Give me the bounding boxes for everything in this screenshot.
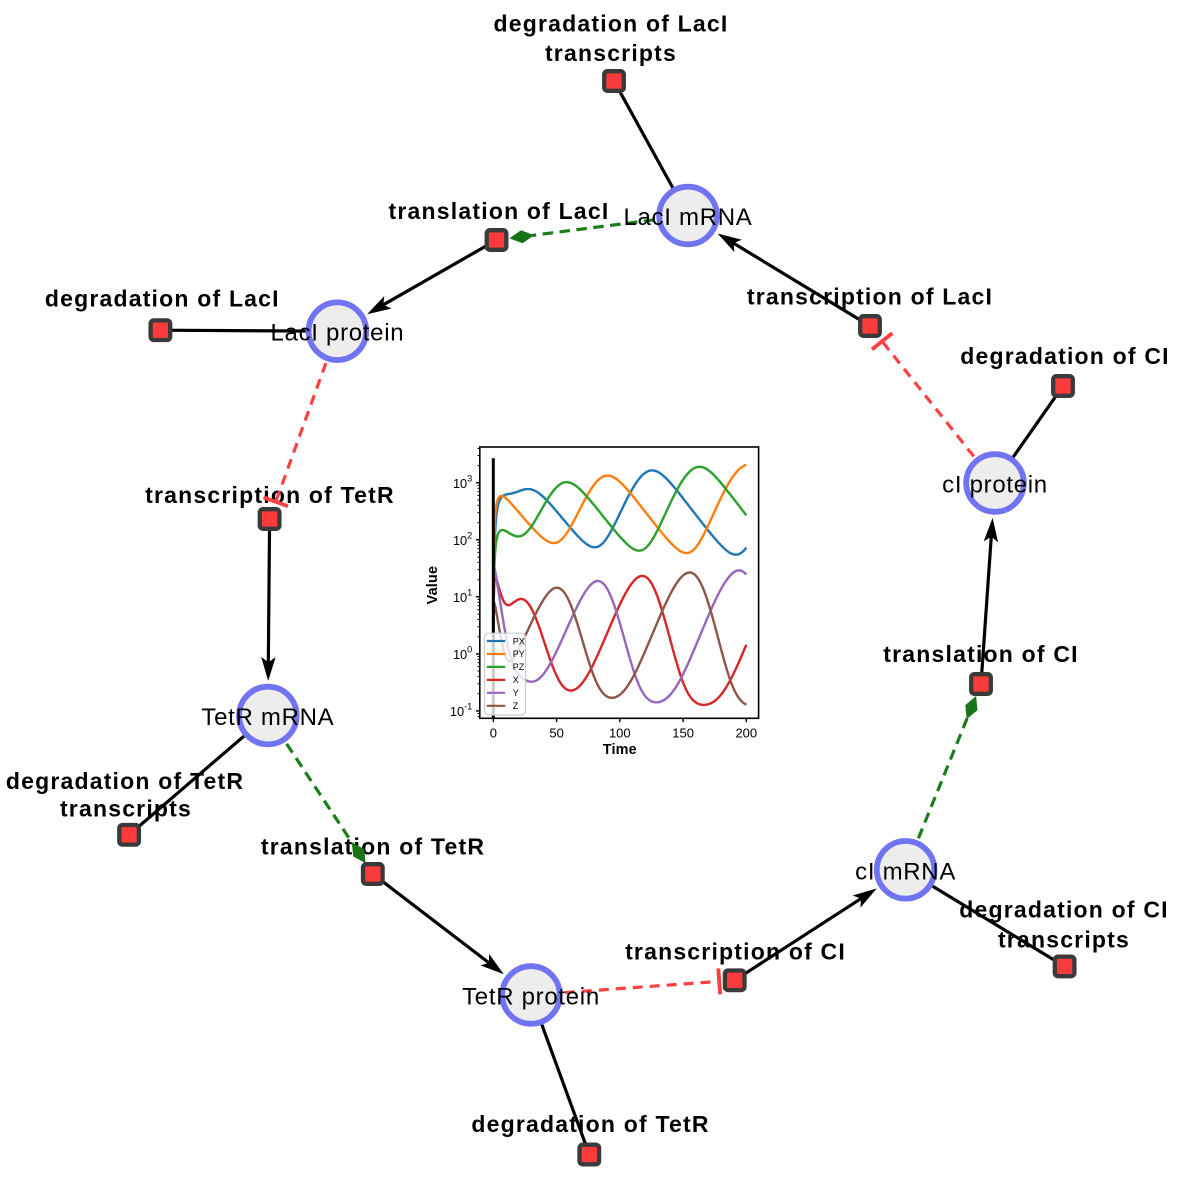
svg-text:Time: Time — [603, 742, 637, 758]
svg-text:10-1: 10-1 — [450, 702, 472, 719]
svg-text:PX: PX — [513, 636, 525, 646]
svg-text:degradation of CI: degradation of CI — [959, 896, 1169, 922]
svg-text:50: 50 — [549, 726, 563, 741]
svg-text:101: 101 — [453, 588, 472, 605]
svg-text:degradation of TetR: degradation of TetR — [471, 1111, 709, 1137]
svg-text:LacI mRNA: LacI mRNA — [624, 204, 753, 231]
svg-text:102: 102 — [453, 531, 472, 548]
svg-text:103: 103 — [453, 474, 472, 491]
svg-text:transcription of TetR: transcription of TetR — [145, 482, 395, 508]
svg-text:Z: Z — [513, 701, 519, 711]
svg-text:transcripts: transcripts — [545, 40, 677, 66]
svg-text:150: 150 — [672, 726, 694, 741]
svg-text:cI protein: cI protein — [942, 472, 1048, 499]
svg-text:Y: Y — [513, 688, 519, 698]
svg-text:translation of CI: translation of CI — [883, 641, 1078, 667]
svg-text:PZ: PZ — [513, 662, 525, 672]
svg-text:degradation of TetR: degradation of TetR — [6, 768, 244, 794]
svg-text:transcription of CI: transcription of CI — [625, 939, 846, 965]
svg-text:TetR protein: TetR protein — [462, 984, 600, 1011]
svg-text:degradation of CI: degradation of CI — [960, 343, 1170, 369]
svg-text:100: 100 — [453, 645, 472, 662]
svg-text:degradation of LacI: degradation of LacI — [494, 11, 729, 37]
svg-text:PY: PY — [513, 649, 525, 659]
svg-text:X: X — [513, 675, 519, 685]
svg-text:100: 100 — [609, 726, 631, 741]
svg-text:Value: Value — [425, 566, 441, 605]
svg-text:cI mRNA: cI mRNA — [855, 858, 956, 885]
svg-text:0: 0 — [490, 726, 497, 741]
svg-text:translation of TetR: translation of TetR — [261, 834, 485, 860]
svg-text:degradation of LacI: degradation of LacI — [45, 286, 280, 312]
svg-text:LacI protein: LacI protein — [270, 320, 404, 347]
svg-text:transcription of LacI: transcription of LacI — [747, 284, 993, 310]
svg-text:200: 200 — [735, 726, 757, 741]
svg-text:translation of LacI: translation of LacI — [389, 198, 610, 224]
svg-text:TetR mRNA: TetR mRNA — [201, 704, 334, 731]
